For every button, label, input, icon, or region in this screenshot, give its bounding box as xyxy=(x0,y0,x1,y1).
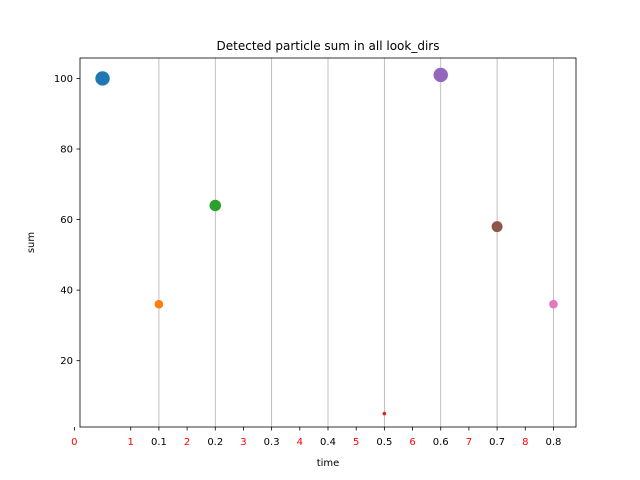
x-tick-label-red: 1 xyxy=(128,437,134,448)
x-tick-label: 0.3 xyxy=(264,437,280,448)
data-point xyxy=(382,411,387,416)
data-point xyxy=(549,299,558,309)
y-tick-label: 60 xyxy=(60,215,73,226)
y-tick-label: 80 xyxy=(60,145,73,156)
data-point xyxy=(491,221,503,233)
x-tick-label: 0.8 xyxy=(546,437,562,448)
y-tick-label: 20 xyxy=(60,356,73,367)
x-tick-label: 0.1 xyxy=(151,437,167,448)
x-tick-label-red: 0 xyxy=(71,437,77,448)
data-point xyxy=(433,67,448,83)
x-tick-label: 0.6 xyxy=(433,437,449,448)
x-tick-label-red: 8 xyxy=(522,437,528,448)
data-point xyxy=(95,71,110,86)
x-tick-label: 0.2 xyxy=(207,437,223,448)
chart-title: Detected particle sum in all look_dirs xyxy=(217,39,440,53)
x-tick-label: 0.5 xyxy=(376,437,392,448)
x-axis-label: time xyxy=(317,458,340,469)
x-tick-label-red: 6 xyxy=(409,437,415,448)
x-tick-label-red: 3 xyxy=(240,437,246,448)
data-point xyxy=(209,199,222,212)
grid-lines xyxy=(158,58,554,427)
x-tick-label-red: 5 xyxy=(353,437,359,448)
x-tick-label: 0.7 xyxy=(489,437,505,448)
x-tick-label-red: 2 xyxy=(184,437,190,448)
x-tick-label: 0.4 xyxy=(320,437,336,448)
data-point xyxy=(154,299,164,309)
axis-ticks: 0.1 0.2 0.3 0.4 0.5 0.6 0.7 0.8 0 1 2 3 4 5 6 7 8 20 40 60 8… xyxy=(54,74,562,448)
y-tick-label: 40 xyxy=(60,286,73,297)
y-axis-label: sum xyxy=(26,232,37,253)
x-tick-label-red: 7 xyxy=(466,437,472,448)
y-tick-label: 100 xyxy=(54,74,73,85)
x-tick-label-red: 4 xyxy=(297,437,303,448)
data-points xyxy=(95,67,558,416)
